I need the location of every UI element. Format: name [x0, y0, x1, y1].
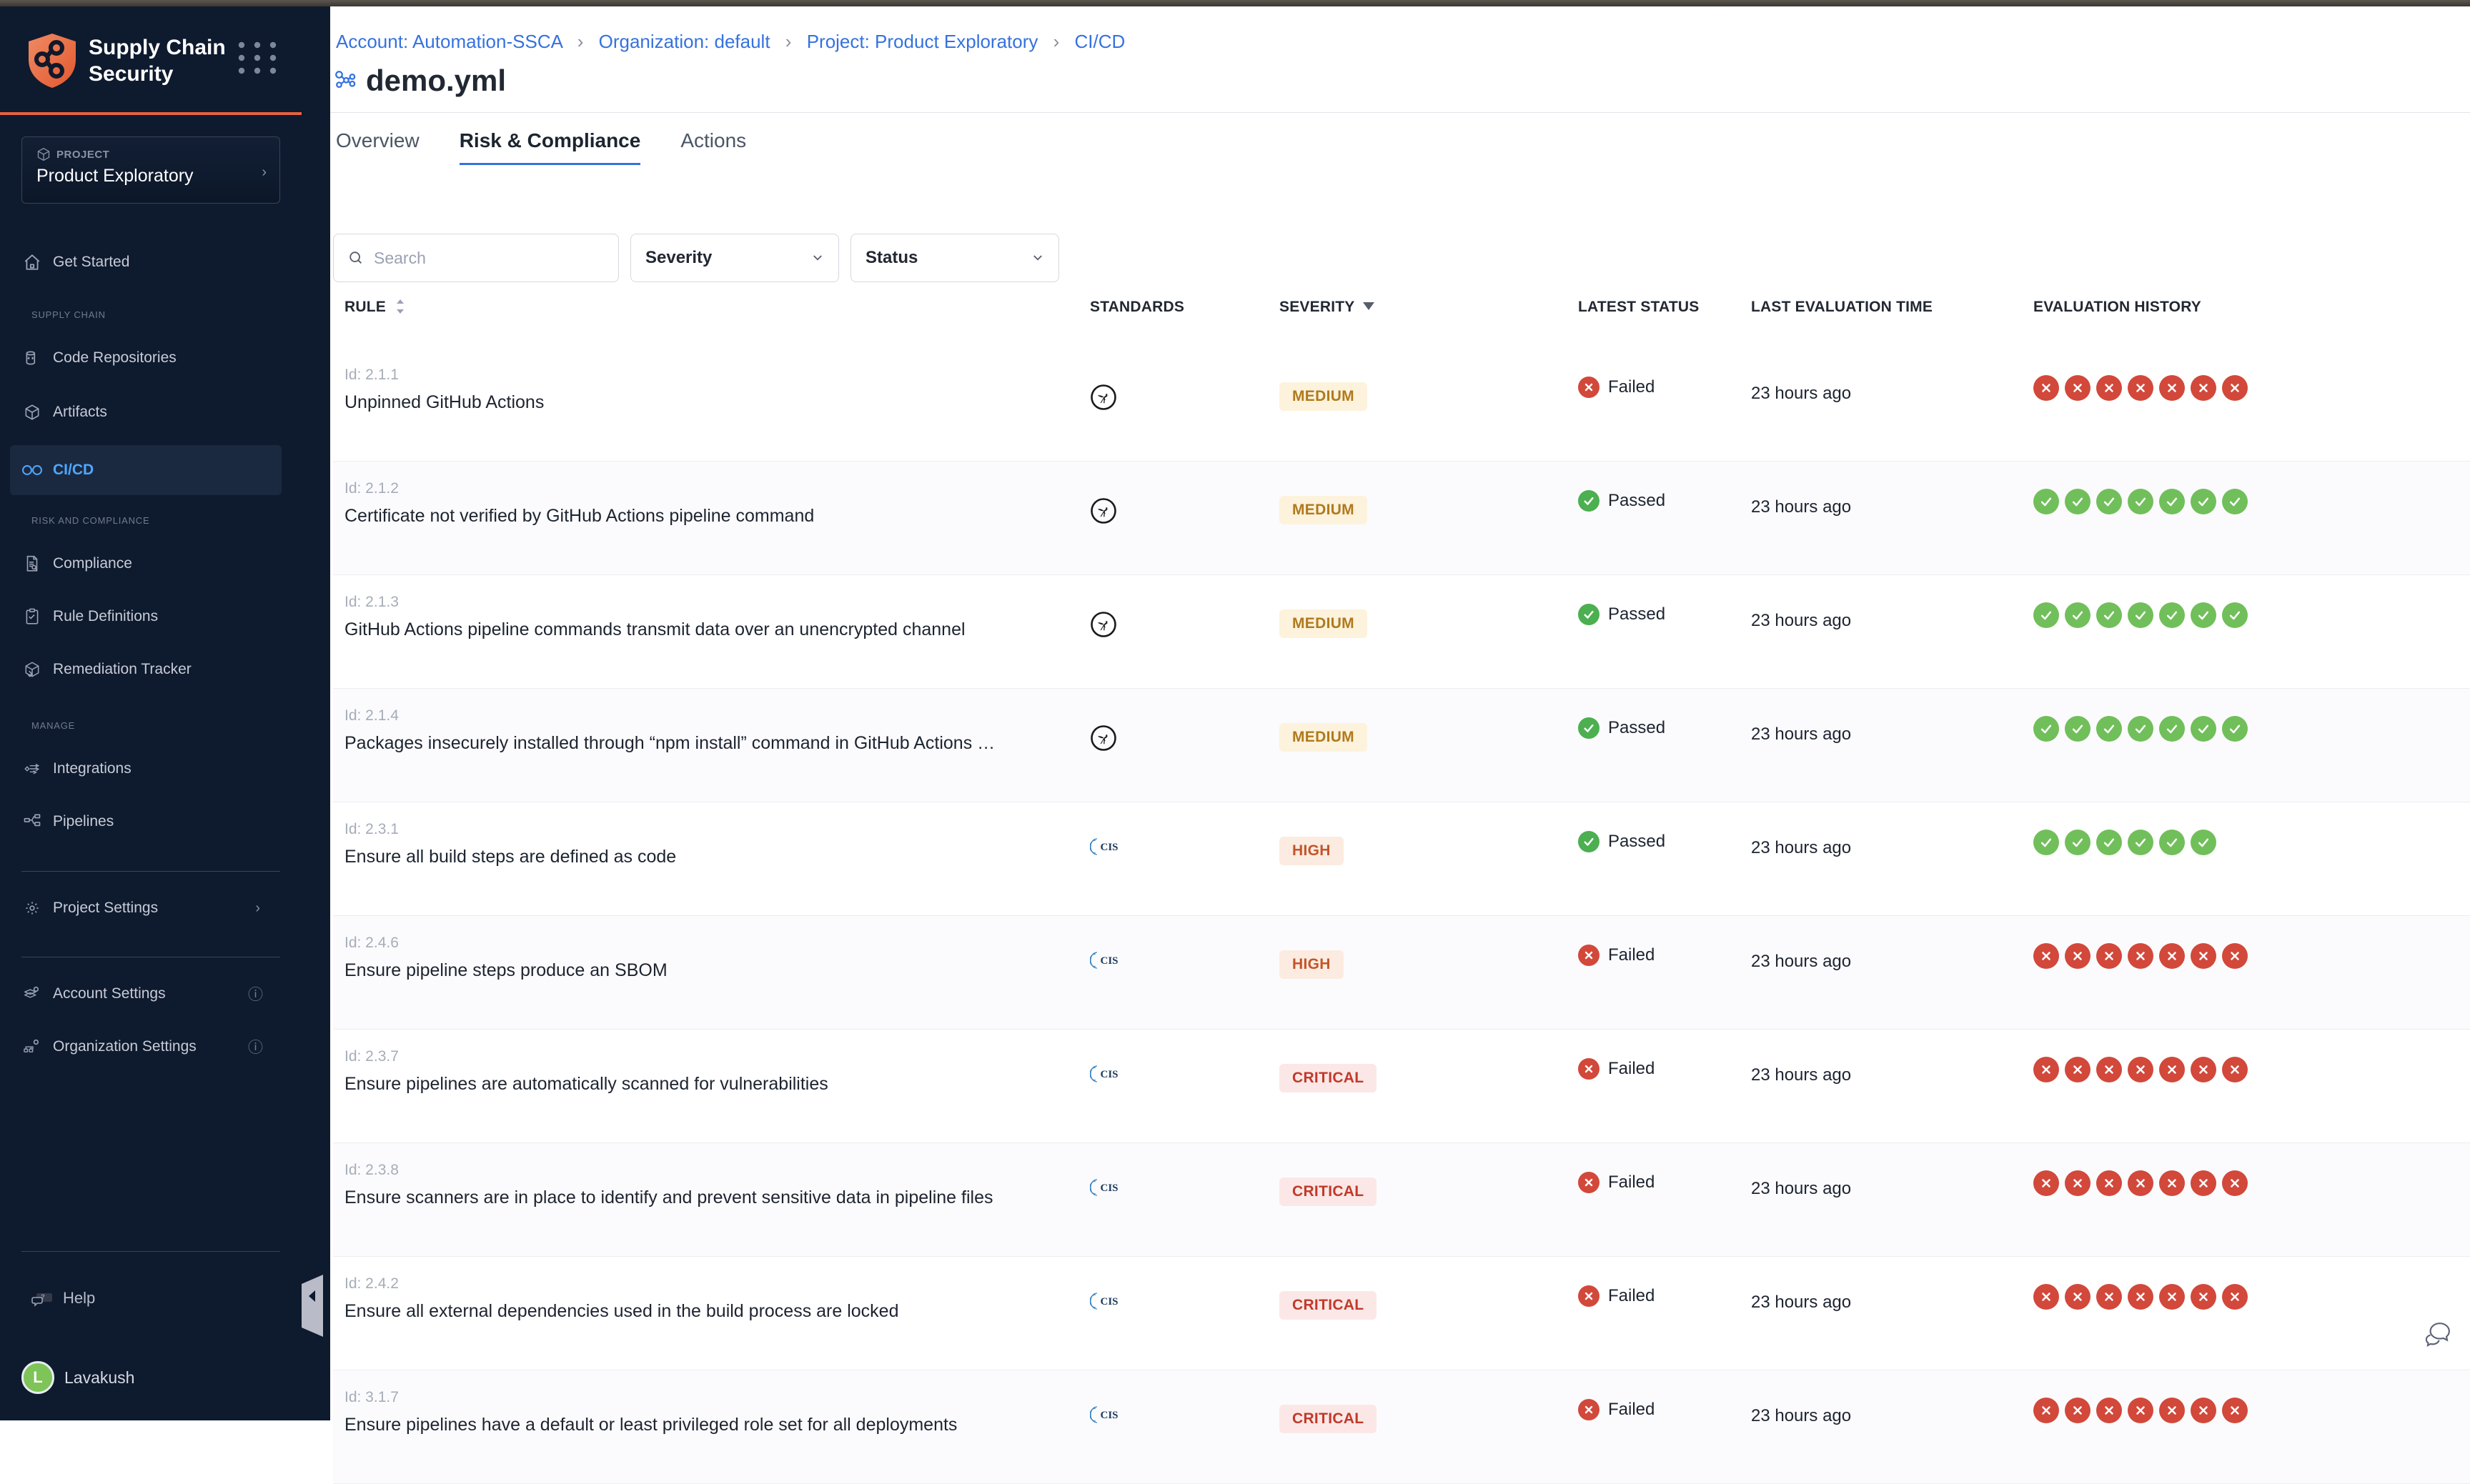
svg-text:?: ?: [41, 1293, 45, 1300]
